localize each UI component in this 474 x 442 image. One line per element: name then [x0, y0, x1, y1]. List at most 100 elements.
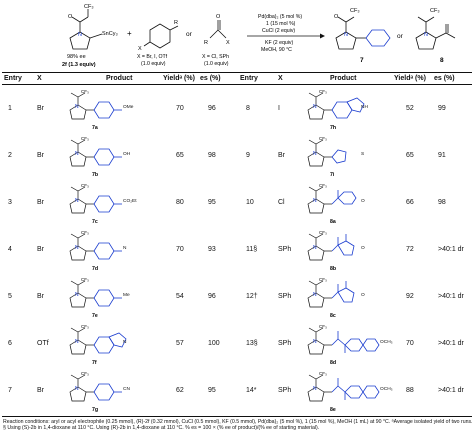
right-product-cf3-1: CF₃	[319, 89, 327, 94]
left-yield-5: 54	[176, 293, 184, 300]
right-product-label-7: 8e	[330, 407, 336, 413]
stannane-n: N	[78, 32, 82, 38]
right-product-label-2: 7i	[330, 172, 335, 178]
right-es-2: 91	[438, 152, 446, 159]
right-es-1: 99	[438, 105, 446, 112]
right-product-structure-3: N CF₃ O 8a	[307, 183, 365, 225]
table-footnote: Reaction conditions: aryl or acyl electr…	[3, 419, 473, 432]
header-x-left: X	[37, 75, 42, 82]
right-yield-1: 52	[406, 105, 414, 112]
left-product-cf3-4: CF₃	[81, 230, 89, 235]
right-product-n-5: N	[313, 292, 317, 298]
right-product-n-1: N	[313, 104, 317, 110]
right-entry-6: 13§	[246, 340, 258, 347]
left-yield-1: 70	[176, 105, 184, 112]
left-es-2: 98	[208, 152, 216, 159]
right-product-structure-5: N CF₃ O 8c	[307, 277, 365, 319]
left-product-label-1: 7a	[92, 125, 98, 131]
left-x-3: Br	[37, 199, 44, 206]
left-product-structure-4: N CF₃ N 7d	[69, 230, 127, 272]
right-product-substituent-4: O	[361, 245, 365, 251]
right-product-structure-2: N CF₃ S 7i	[307, 136, 364, 178]
acyl-o: O	[216, 14, 221, 20]
stannane-label: 2f (1.3 equiv)	[62, 62, 96, 68]
cond-line-5: MeOH, 90 °C	[261, 47, 292, 53]
left-es-5: 96	[208, 293, 216, 300]
header-product-left: Product	[106, 75, 133, 82]
header-es-left: es (%)	[200, 75, 221, 82]
left-product-label-6: 7f	[92, 360, 97, 366]
right-product-substituent-7: OCH₃	[380, 386, 393, 392]
right-product-cf3-5: CF₃	[319, 277, 327, 282]
cond-line-2: 1 (15 mol %)	[266, 21, 296, 27]
stannane-ee: 98% ee	[67, 54, 86, 60]
aryl-note-2: (1.0 equiv)	[141, 61, 166, 67]
left-product-n-3: N	[75, 198, 79, 204]
right-product-label-4: 8b	[330, 266, 336, 272]
left-yield-6: 57	[176, 340, 184, 347]
left-product-label-4: 7d	[92, 266, 98, 272]
left-product-substituent-3: CO₂Et	[123, 198, 137, 204]
right-x-6: SPh	[278, 340, 292, 347]
left-entry-2: 2	[8, 152, 12, 159]
left-product-cf3-1: CF₃	[81, 89, 89, 94]
right-product-cf3-6: CF₃	[319, 324, 327, 329]
left-es-1: 96	[208, 105, 216, 112]
left-product-n-4: N	[75, 245, 79, 251]
right-x-5: SPh	[278, 293, 292, 300]
table-header-rule	[2, 84, 472, 85]
cond-line-4: KF (2 equiv)	[265, 40, 294, 46]
product-7-label: 7	[360, 57, 364, 64]
left-product-structure-3: N CF₃ CO₂Et 7c	[69, 183, 137, 225]
left-product-structure-1: N CF₃ OMe 7a	[69, 89, 134, 131]
right-product-substituent-2: S	[361, 151, 364, 157]
right-es-3: 98	[438, 199, 446, 206]
right-yield-7: 88	[406, 387, 414, 394]
left-product-substituent-7: CN	[123, 386, 130, 392]
plus-sign: +	[127, 29, 132, 38]
or-text: or	[186, 31, 193, 38]
right-yield-4: 72	[406, 246, 414, 253]
right-es-4: >40:1 dr	[438, 246, 464, 253]
right-yield-2: 65	[406, 152, 414, 159]
right-x-7: SPh	[278, 387, 292, 394]
table-top-rule	[2, 72, 472, 73]
right-yield-3: 66	[406, 199, 414, 206]
left-product-structure-2: N CF₃ OH 7b	[69, 136, 131, 178]
right-entry-7: 14*	[246, 387, 257, 394]
acyl-r: R	[204, 40, 208, 46]
reaction-arrowhead	[320, 33, 325, 39]
left-x-4: Br	[37, 246, 44, 253]
left-product-structure-6: N CF₃ N 7f	[69, 324, 127, 366]
header-x-right: X	[278, 75, 283, 82]
product-8-n: N	[424, 32, 428, 38]
right-product-substituent-6: OCH₃	[380, 339, 393, 345]
right-product-structure-7: N CF₃ OCH₃ 8e	[307, 371, 393, 413]
left-x-2: Br	[37, 152, 44, 159]
right-es-5: >40:1 dr	[438, 293, 464, 300]
right-entry-2: 9	[246, 152, 250, 159]
left-entry-5: 5	[8, 293, 12, 300]
or-text-2: or	[397, 33, 404, 40]
reaction-scheme: CF₃ O N SnCy₃ 98% ee 2f (1.3 equiv) + R …	[62, 4, 456, 68]
left-entry-6: 6	[8, 340, 12, 347]
header-yield-left: Yieldᵃ (%)	[163, 75, 195, 82]
stannane-structure	[69, 9, 103, 50]
left-yield-4: 70	[176, 246, 184, 253]
header-yield-right: Yieldᵃ (%)	[394, 75, 426, 82]
left-product-n-1: N	[75, 104, 79, 110]
left-product-cf3-3: CF₃	[81, 183, 89, 188]
left-x-1: Br	[37, 105, 44, 112]
left-product-label-5: 7e	[92, 313, 98, 319]
left-product-cf3-5: CF₃	[81, 277, 89, 282]
right-yield-6: 70	[406, 340, 414, 347]
left-entry-4: 4	[8, 246, 12, 253]
left-product-substituent-2: OH	[123, 151, 131, 157]
right-product-structure-6: N CF₃ OCH₃ 8d	[307, 324, 393, 366]
right-x-3: Cl	[278, 199, 285, 206]
product-7-o: O	[334, 14, 339, 20]
left-entry-7: 7	[8, 387, 12, 394]
left-product-n-5: N	[75, 292, 79, 298]
header-es-right: es (%)	[434, 75, 455, 82]
acyl-note-2: (1.0 equiv)	[204, 61, 229, 67]
